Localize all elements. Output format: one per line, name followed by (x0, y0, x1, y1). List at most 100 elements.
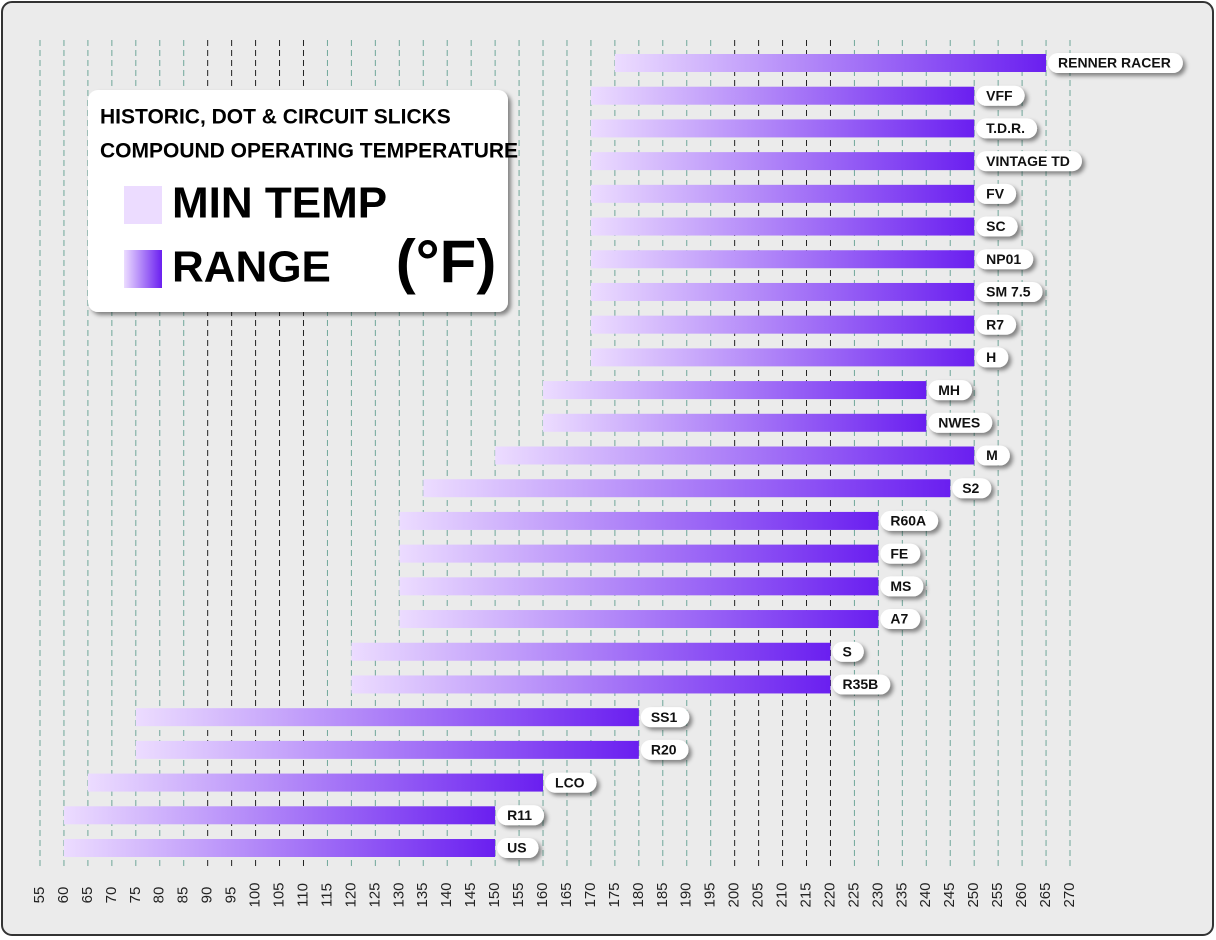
range-bar (590, 315, 975, 334)
bar-label-bg (952, 478, 992, 499)
bar-label (928, 380, 973, 401)
x-tick-label: 155 (510, 882, 527, 907)
bar-label-bg (928, 380, 973, 401)
bar-label-bg (976, 281, 1043, 302)
x-tick-label: 70 (103, 887, 120, 904)
chart-title: HISTORIC, DOT & CIRCUIT SLICKS (100, 106, 451, 129)
x-tick-label: 210 (774, 882, 791, 907)
category-label: VINTAGE TD (986, 153, 1070, 169)
bar-label (880, 609, 921, 630)
range-bar (423, 479, 951, 498)
bar-label (880, 543, 921, 564)
legend-swatch-min (124, 186, 162, 224)
bar-label-bg (497, 805, 545, 826)
x-tick-label: 135 (414, 882, 431, 907)
bar-label (976, 85, 1025, 106)
unit-label: (°F) (396, 228, 497, 295)
range-bar (543, 413, 927, 432)
bar-label (832, 674, 891, 695)
range-bar (87, 773, 544, 792)
bar-label (976, 183, 1017, 204)
bar-label (976, 151, 1082, 172)
x-tick-label: 220 (821, 882, 838, 907)
category-label: R35B (842, 676, 878, 692)
range-bar (399, 577, 879, 596)
x-tick-label: 270 (1061, 882, 1078, 907)
range-bar (590, 152, 975, 171)
range-bar (590, 282, 975, 301)
category-label: MH (938, 382, 960, 398)
bar-label-bg (880, 609, 921, 630)
range-bar (399, 544, 879, 563)
x-tick-label: 145 (462, 882, 479, 907)
bar-label-bg (976, 85, 1025, 106)
x-tick-label: 165 (558, 882, 575, 907)
x-tick-label: 240 (917, 882, 934, 907)
bar-label-bg (640, 707, 690, 728)
bar-label-bg (976, 118, 1038, 139)
range-bar (590, 184, 975, 203)
x-tick-label: 120 (342, 882, 359, 907)
x-tick-label: 100 (247, 882, 264, 907)
bar-label (497, 805, 545, 826)
x-tick-label: 125 (366, 882, 383, 907)
legend-swatch-range (124, 250, 162, 288)
range-bar (590, 86, 975, 105)
range-bar (590, 217, 975, 236)
bar-label (928, 412, 993, 433)
x-tick-label: 130 (390, 882, 407, 907)
bar-label (880, 576, 924, 597)
bar-label (976, 281, 1043, 302)
range-bar (135, 708, 639, 727)
category-label: SC (986, 218, 1005, 234)
range-bar (495, 446, 975, 465)
range-bar (590, 250, 975, 269)
x-tick-label: 250 (965, 882, 982, 907)
category-label: LCO (555, 774, 585, 790)
x-tick-label: 185 (654, 882, 671, 907)
category-label: SS1 (651, 709, 678, 725)
category-label: R7 (986, 316, 1004, 332)
category-label: VFF (986, 87, 1013, 103)
x-tick-label: 230 (869, 882, 886, 907)
x-tick-label: 90 (199, 887, 216, 904)
bar-label (952, 478, 992, 499)
category-label: T.D.R. (986, 120, 1025, 136)
x-tick-label: 225 (845, 882, 862, 907)
x-tick-label: 110 (294, 883, 311, 907)
x-tick-label: 205 (750, 882, 767, 907)
bar-label-bg (497, 838, 539, 858)
bar-label-bg (832, 674, 891, 695)
bar-label-bg (976, 445, 1010, 466)
bar-label (976, 445, 1010, 466)
category-label: NP01 (986, 251, 1021, 267)
x-tick-label: 170 (582, 882, 599, 907)
bar-label (1048, 53, 1183, 73)
x-tick-label: 160 (534, 882, 551, 907)
bar-label (976, 347, 1009, 368)
x-tick-label: 140 (438, 882, 455, 907)
category-label: A7 (890, 611, 908, 627)
category-label: R11 (507, 807, 532, 823)
legend-label-range: RANGE (172, 243, 331, 292)
bar-label-bg (976, 347, 1009, 368)
x-tick-label: 55 (31, 887, 48, 904)
bar-label (976, 249, 1034, 270)
category-label: US (507, 840, 526, 856)
x-tick-label: 190 (678, 882, 695, 907)
range-bar (351, 642, 831, 661)
x-tick-label: 200 (726, 882, 743, 907)
bar-label-bg (976, 151, 1082, 172)
bar-label (976, 216, 1018, 237)
bar-label (640, 707, 690, 728)
bar-label-bg (545, 772, 597, 793)
x-tick-label: 255 (989, 882, 1006, 907)
range-bar (614, 54, 1047, 72)
bar-label-bg (976, 249, 1034, 270)
range-bar (63, 839, 496, 857)
category-label: RENNER RACER (1058, 55, 1171, 71)
range-bar (351, 675, 831, 694)
bar-label (976, 118, 1038, 139)
bar-label-bg (880, 543, 921, 564)
